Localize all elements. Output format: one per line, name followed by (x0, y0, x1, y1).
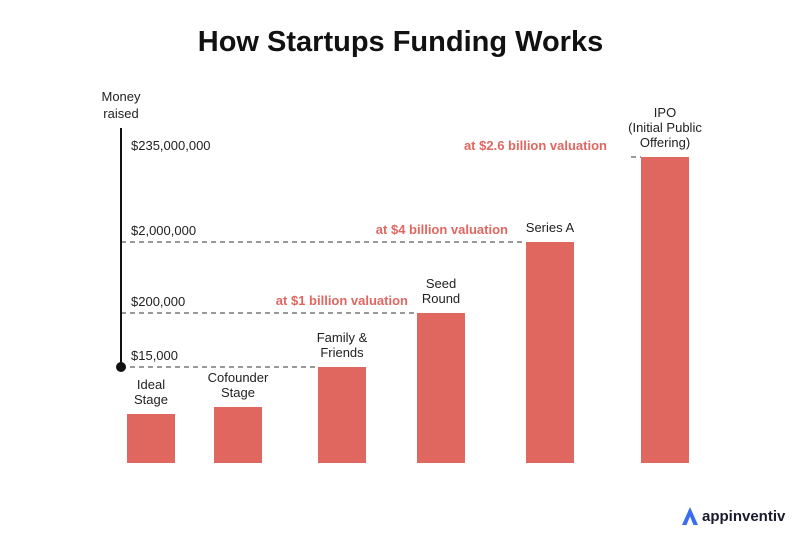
category-label: Ideal (137, 377, 165, 392)
bar (526, 242, 574, 463)
category-label: Round (422, 291, 460, 306)
category-label: (Initial Public (628, 120, 702, 135)
y-axis-origin-dot (116, 362, 126, 372)
y-level-label: $2,000,000 (131, 223, 196, 238)
bar (641, 157, 689, 463)
bar (318, 367, 366, 463)
brand-logo: appinventiv (681, 505, 785, 527)
category-label: Seed (426, 276, 456, 291)
category-label: Stage (134, 392, 168, 407)
bar (417, 313, 465, 463)
category-label: Family & (317, 330, 368, 345)
chart-title: How Startups Funding Works (197, 26, 604, 58)
appinventiv-logo-icon (682, 507, 698, 525)
y-level-label: $15,000 (131, 348, 178, 363)
category-label: Stage (221, 385, 255, 400)
category-label: Friends (320, 345, 364, 360)
category-label: IPO (654, 105, 676, 120)
y-level-label: $235,000,000 (131, 138, 211, 153)
bar (127, 414, 175, 463)
valuation-annotation: at $4 billion valuation (376, 222, 508, 237)
category-label: Series A (526, 220, 575, 235)
y-level-label: $200,000 (131, 294, 185, 309)
y-axis-label: Money (101, 89, 141, 104)
y-axis-label: raised (103, 106, 138, 121)
category-label: Cofounder (208, 370, 269, 385)
valuation-annotation: at $2.6 billion valuation (464, 138, 607, 153)
brand-name: appinventiv (702, 507, 786, 525)
bar (214, 407, 262, 463)
category-label: Offering) (640, 135, 690, 150)
valuation-annotation: at $1 billion valuation (276, 293, 408, 308)
